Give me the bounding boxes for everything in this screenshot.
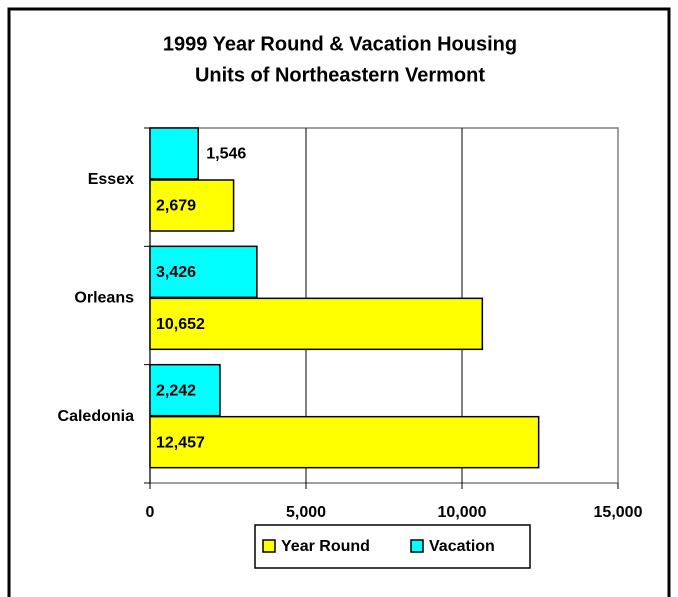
legend-label: Year Round: [281, 538, 370, 555]
value-label: 1,546: [206, 146, 246, 163]
legend-label: Vacation: [429, 538, 495, 555]
bar: [149, 245, 258, 299]
x-tick-label: 15,000: [594, 504, 643, 521]
legend-swatch: [262, 539, 276, 553]
x-tick-label: 0: [146, 504, 155, 521]
legend: [254, 524, 531, 569]
bar: [149, 179, 235, 232]
x-tick-label: 5,000: [286, 504, 326, 521]
bar: [149, 363, 221, 417]
value-label: 12,457: [156, 434, 205, 451]
value-label: 3,426: [156, 264, 196, 281]
y-tick-label: Essex: [88, 171, 134, 188]
value-label: 2,679: [156, 198, 196, 215]
value-label: 10,652: [156, 316, 205, 333]
bar: [149, 127, 199, 180]
chart-title: Units of Northeastern Vermont: [195, 64, 485, 86]
y-tick-label: Caledonia: [58, 408, 135, 425]
bar: [149, 297, 484, 351]
chart-title: 1999 Year Round & Vacation Housing: [163, 33, 517, 55]
value-label: 2,242: [156, 382, 196, 399]
y-tick-label: Orleans: [74, 290, 134, 307]
bar: [149, 415, 540, 469]
x-tick-label: 10,000: [438, 504, 487, 521]
legend-swatch: [410, 539, 424, 553]
